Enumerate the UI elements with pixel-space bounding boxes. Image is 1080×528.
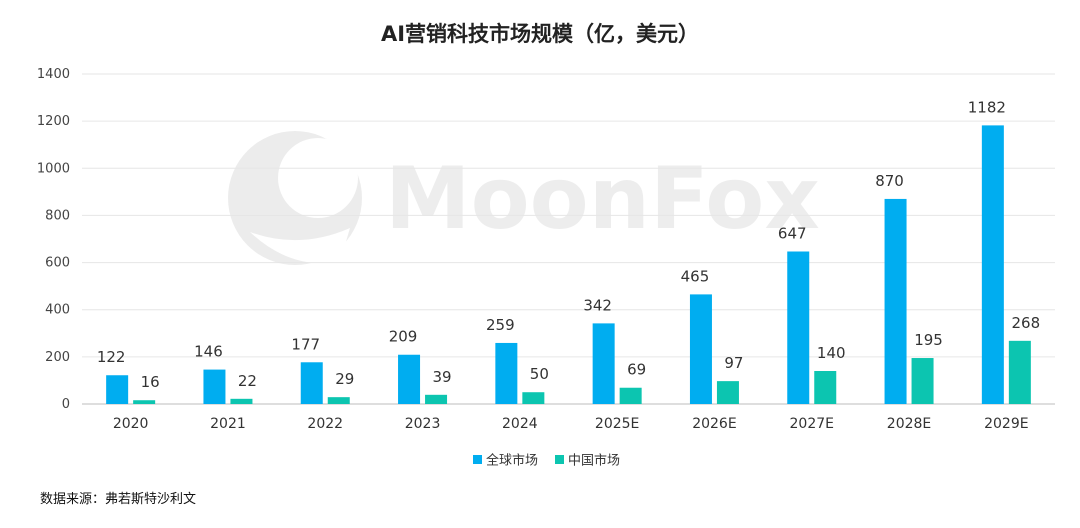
bar-global-2022 bbox=[300, 362, 323, 404]
bar-china-2020 bbox=[133, 400, 156, 404]
data-label: 122 bbox=[97, 348, 126, 366]
x-tick-label: 2020 bbox=[113, 416, 149, 432]
bar-global-2020 bbox=[106, 375, 129, 404]
data-label: 870 bbox=[875, 172, 904, 190]
y-tick-label: 800 bbox=[45, 208, 70, 223]
legend: 全球市场 中国市场 bbox=[473, 453, 620, 469]
data-label: 1182 bbox=[968, 98, 1006, 116]
source-note: 数据来源：弗若斯特沙利文 bbox=[40, 492, 197, 507]
bar-global-2028E bbox=[884, 198, 907, 404]
x-tick-label: 2021 bbox=[210, 416, 246, 432]
data-label: 39 bbox=[433, 368, 452, 386]
data-label: 259 bbox=[486, 316, 515, 334]
data-label: 97 bbox=[724, 354, 743, 372]
bar-global-2026E bbox=[689, 294, 712, 404]
chart-title: AI营销科技市场规模（亿，美元） bbox=[380, 22, 700, 46]
bar-china-2029E bbox=[1008, 340, 1031, 404]
data-label: 29 bbox=[335, 370, 354, 388]
bar-global-2023 bbox=[398, 354, 421, 404]
data-label: 647 bbox=[778, 224, 807, 242]
bar-china-2023 bbox=[425, 394, 448, 404]
data-labels: 122 16 146 22 177 29 209 39 259 50 342 69 465 97 647 14… bbox=[97, 98, 1040, 391]
data-label: 177 bbox=[291, 335, 320, 353]
y-tick-label: 400 bbox=[45, 303, 70, 318]
x-tick-label: 2023 bbox=[405, 416, 441, 432]
y-tick-label: 1200 bbox=[37, 114, 70, 129]
y-tick-label: 1400 bbox=[37, 67, 70, 82]
bar-global-2025E bbox=[592, 323, 615, 404]
legend-swatch bbox=[555, 455, 564, 464]
bar-global-2024 bbox=[495, 342, 518, 404]
legend-swatch bbox=[473, 455, 482, 464]
y-tick-label: 600 bbox=[45, 256, 70, 271]
bar-china-2026E bbox=[716, 381, 739, 404]
data-label: 268 bbox=[1012, 314, 1041, 332]
moonfox-logo-icon bbox=[228, 131, 362, 265]
x-tick-label: 2022 bbox=[307, 416, 343, 432]
data-label: 209 bbox=[389, 328, 418, 346]
y-axis: 0 200 400 600 800 1000 1200 1400 bbox=[37, 67, 70, 412]
bar-china-2027E bbox=[814, 371, 837, 404]
legend-label: 全球市场 bbox=[486, 453, 538, 469]
bar-china-2022 bbox=[327, 397, 350, 404]
bar-global-2027E bbox=[787, 251, 810, 404]
data-label: 146 bbox=[194, 343, 223, 361]
data-label: 16 bbox=[141, 373, 160, 391]
data-label: 50 bbox=[530, 365, 549, 383]
bar-china-2025E bbox=[619, 387, 642, 404]
bar-china-2021 bbox=[230, 398, 253, 404]
x-tick-label: 2024 bbox=[502, 416, 538, 432]
x-tick-label: 2025E bbox=[595, 416, 639, 432]
data-label: 140 bbox=[817, 344, 846, 362]
x-tick-label: 2027E bbox=[790, 416, 834, 432]
bar-china-2028E bbox=[911, 358, 934, 404]
x-axis: 2020 2021 2022 2023 2024 2025E 2026E 2027E 2028E… bbox=[113, 416, 1029, 432]
legend-label: 中国市场 bbox=[568, 453, 620, 469]
bar-global-2029E bbox=[981, 125, 1004, 404]
data-label: 22 bbox=[238, 372, 257, 390]
watermark-text: MoonFox bbox=[385, 149, 820, 249]
watermark: MoonFox bbox=[228, 131, 820, 265]
data-label: 195 bbox=[914, 331, 943, 349]
x-tick-label: 2029E bbox=[984, 416, 1028, 432]
data-label: 465 bbox=[681, 267, 710, 285]
bars bbox=[106, 125, 1031, 404]
bar-global-2021 bbox=[203, 369, 226, 404]
y-tick-label: 0 bbox=[62, 397, 70, 412]
y-tick-label: 1000 bbox=[37, 161, 70, 176]
x-tick-label: 2028E bbox=[887, 416, 931, 432]
data-label: 69 bbox=[627, 361, 646, 379]
data-label: 342 bbox=[583, 296, 612, 314]
y-tick-label: 200 bbox=[45, 350, 70, 365]
bar-china-2024 bbox=[522, 392, 545, 404]
x-tick-label: 2026E bbox=[692, 416, 736, 432]
